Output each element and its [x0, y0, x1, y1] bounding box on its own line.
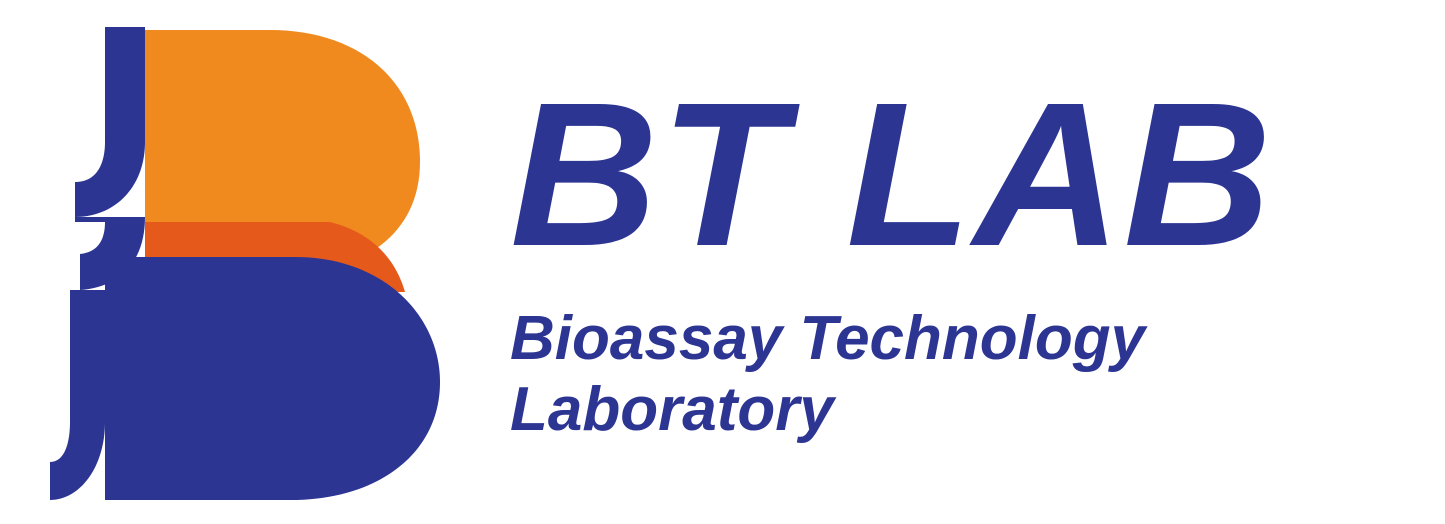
logo-mark-icon	[50, 22, 440, 502]
brand-name: BT LAB	[510, 78, 1274, 273]
logo-outline-upper	[75, 27, 145, 217]
logo-text-block: BT LAB Bioassay Technology Laboratory	[510, 78, 1274, 445]
logo-outline-lower	[50, 290, 105, 500]
brand-tagline: Bioassay Technology Laboratory	[510, 303, 1274, 446]
tagline-line-2: Laboratory	[510, 374, 1274, 445]
logo-lower-lobe	[105, 257, 440, 500]
tagline-line-1: Bioassay Technology	[510, 303, 1274, 374]
logo-container: BT LAB Bioassay Technology Laboratory	[0, 0, 1445, 524]
